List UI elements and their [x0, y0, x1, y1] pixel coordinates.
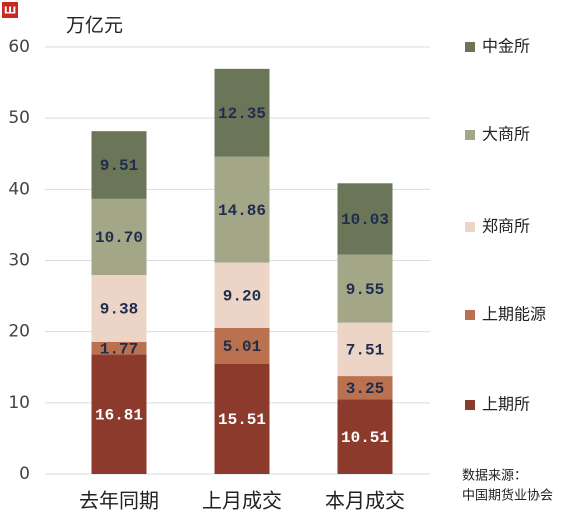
y-tick-label: 50: [8, 108, 30, 128]
bar-segment: [337, 183, 393, 255]
value-label: 5.01: [223, 338, 261, 356]
legend-swatch: [465, 42, 475, 52]
value-label: 14.86: [218, 202, 266, 220]
legend-label: 中金所: [482, 37, 530, 56]
value-label: 10.70: [95, 229, 143, 247]
logo-mark: Ш: [4, 6, 16, 17]
unit-label: 万亿元: [66, 15, 123, 37]
x-tick-label: 去年同期: [79, 489, 159, 513]
bar-segment: [91, 354, 147, 474]
value-label: 10.03: [341, 211, 389, 229]
legend-swatch: [465, 310, 475, 320]
value-label: 12.35: [218, 105, 266, 123]
bar-segment: [214, 363, 270, 474]
bar-segment: [214, 156, 270, 263]
bar-segment: [214, 68, 270, 157]
bar-segment: [337, 322, 393, 377]
x-tick-label: 本月成交: [325, 489, 405, 513]
bar-segment: [91, 341, 147, 355]
value-label: 1.77: [100, 340, 138, 358]
logo: [2, 2, 18, 18]
source-label: 中国期货业协会: [462, 488, 553, 504]
value-label: 9.20: [223, 287, 261, 305]
y-tick-label: 30: [8, 251, 30, 271]
legend-swatch: [465, 222, 475, 232]
source-label: 数据来源：: [462, 469, 527, 484]
bar-segment: [91, 131, 147, 199]
y-tick-label: 10: [8, 393, 30, 413]
legend-swatch: [465, 130, 475, 140]
bar-segment: [337, 376, 393, 400]
y-tick-label: 60: [8, 37, 30, 57]
bar-segment: [337, 254, 393, 323]
bar-segment: [91, 198, 147, 276]
value-label: 9.51: [100, 157, 138, 175]
legend-swatch: [465, 400, 475, 410]
value-label: 9.38: [100, 301, 138, 319]
legend-label: 上期能源: [482, 305, 546, 324]
legend-label: 大商所: [482, 125, 530, 144]
legend-label: 郑商所: [482, 217, 530, 236]
bar-segment: [214, 327, 270, 364]
bar-segment: [337, 399, 393, 474]
value-label: 9.55: [346, 281, 384, 299]
value-label: 7.51: [346, 342, 384, 360]
value-label: 15.51: [218, 411, 266, 429]
legend-label: 上期所: [482, 395, 530, 414]
bar-segment: [214, 262, 270, 328]
y-tick-label: 40: [8, 179, 30, 199]
y-tick-label: 20: [8, 322, 30, 342]
value-label: 10.51: [341, 429, 389, 447]
x-tick-label: 上月成交: [202, 489, 282, 513]
value-label: 16.81: [95, 406, 143, 424]
y-tick-label: 0: [19, 464, 30, 484]
bar-segment: [91, 275, 147, 342]
value-label: 3.25: [346, 380, 384, 398]
